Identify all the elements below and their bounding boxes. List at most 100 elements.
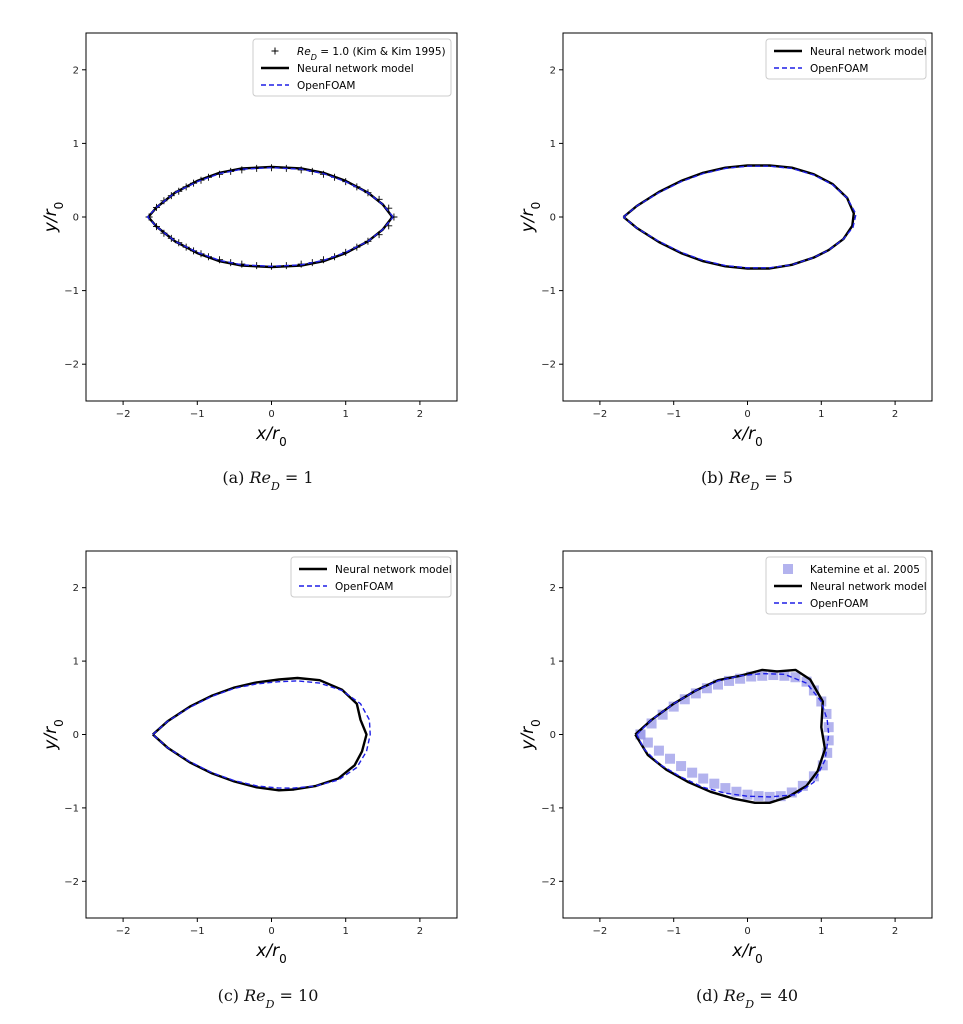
reference-point xyxy=(642,737,653,748)
reference-point xyxy=(698,773,709,784)
reference-point xyxy=(823,735,834,746)
y-tick-label: 0 xyxy=(73,730,79,741)
x-tick-label: −2 xyxy=(116,409,131,420)
y-tick-label: 2 xyxy=(73,65,79,76)
reference-point xyxy=(790,672,801,683)
reference-point xyxy=(676,761,687,772)
x-tick-label: −1 xyxy=(666,926,681,937)
y-tick-label: 2 xyxy=(550,65,556,76)
x-axis-label: x/r0 xyxy=(731,424,762,449)
y-tick-label: −1 xyxy=(64,803,79,814)
y-tick-label: 1 xyxy=(73,657,79,668)
x-axis-label: x/r0 xyxy=(255,424,286,449)
neural-network-series-line xyxy=(622,164,855,270)
x-tick-label: 1 xyxy=(343,409,349,420)
reference-point xyxy=(821,708,832,719)
plot-frame xyxy=(562,32,933,402)
reference-point xyxy=(822,747,833,758)
captions: (a) ReD = 1 (b) ReD = 5 (c) ReD = 10 (d) Re… xyxy=(218,468,798,1011)
x-tick-label: 2 xyxy=(892,926,898,937)
x-tick-label: 2 xyxy=(417,926,423,937)
y-tick-label: −1 xyxy=(541,286,556,297)
y-tick-label: −2 xyxy=(541,877,556,888)
series-group xyxy=(622,164,857,270)
subfigure-caption: (c) ReD = 10 xyxy=(218,986,319,1011)
legend-label: ReD = 1.0 (Kim & Kim 1995) xyxy=(297,46,446,62)
plot-frame xyxy=(85,550,458,919)
x-tick-label: 0 xyxy=(744,926,750,937)
x-tick-label: 1 xyxy=(818,409,824,420)
x-tick-label: 1 xyxy=(818,926,824,937)
reference-point xyxy=(775,791,786,802)
subfigure-caption: (d) ReD = 40 xyxy=(696,986,798,1011)
legend-label: Neural network model xyxy=(335,564,452,576)
neural-network-series-line xyxy=(634,668,827,804)
x-tick-label: −1 xyxy=(666,409,681,420)
reference-point xyxy=(690,688,701,699)
legend-marker-square xyxy=(783,564,793,574)
reference-point xyxy=(665,753,676,764)
reference-point xyxy=(817,760,828,771)
reference-point xyxy=(746,671,757,682)
subfigure-caption: (a) ReD = 1 xyxy=(222,468,313,493)
reference-point xyxy=(779,670,790,681)
legend-box xyxy=(765,38,927,80)
reference-point xyxy=(731,786,742,797)
reference-point xyxy=(668,701,679,712)
x-tick-label: 0 xyxy=(268,409,274,420)
x-axis-label: x/r0 xyxy=(731,941,762,966)
reference-point xyxy=(786,787,797,798)
y-tick-label: 2 xyxy=(550,583,556,594)
reference-point xyxy=(709,778,720,789)
y-axis-label: y/r0 xyxy=(518,719,543,750)
chart-panel: −2 −1 0 1 2 −2 −1 0 1 2 x/r0 y/r0 Neural network mod… xyxy=(518,32,933,449)
y-tick-label: 1 xyxy=(550,139,556,150)
reference-point xyxy=(757,670,768,681)
y-tick-label: −2 xyxy=(64,360,79,371)
y-axis-label: y/r0 xyxy=(41,202,66,233)
legend: Katemine et al. 2005 Neural network model… xyxy=(765,556,927,615)
reference-point xyxy=(801,676,812,687)
reference-point xyxy=(823,722,834,733)
series-group xyxy=(634,668,834,804)
x-tick-label: 2 xyxy=(417,409,423,420)
x-tick-label: −2 xyxy=(593,926,608,937)
legend-label: Neural network model xyxy=(810,46,927,58)
chart-panel: −2 −1 0 1 2 −2 −1 0 1 2 x/r0 y/r0 Neural network mod… xyxy=(41,550,458,966)
reference-point xyxy=(735,673,746,684)
x-tick-label: 1 xyxy=(343,926,349,937)
reference-point xyxy=(712,679,723,690)
y-tick-label: 1 xyxy=(73,139,79,150)
legend: Neural network model OpenFOAM xyxy=(765,38,927,80)
y-tick-label: −2 xyxy=(541,360,556,371)
legend-label: Neural network model xyxy=(810,581,927,593)
reference-point xyxy=(808,685,819,696)
x-axis-label: x/r0 xyxy=(255,941,286,966)
x-tick-label: −1 xyxy=(190,409,205,420)
reference-point xyxy=(724,675,735,686)
chart-panel: −2 −1 0 1 2 −2 −1 0 1 2 x/r0 y/r0 ReD = 1.0 (Kim & K… xyxy=(41,32,458,449)
x-tick-label: −2 xyxy=(116,926,131,937)
openfoam-series-line xyxy=(623,165,857,269)
legend: Neural network model OpenFOAM xyxy=(290,556,452,598)
x-tick-label: 2 xyxy=(892,409,898,420)
panels: −2 −1 0 1 2 −2 −1 0 1 2 x/r0 y/r0 ReD = 1.0 (Kim & K… xyxy=(41,32,933,966)
reference-point xyxy=(657,709,668,720)
legend-marker-plus xyxy=(271,47,279,55)
y-tick-label: −2 xyxy=(64,877,79,888)
reference-point xyxy=(635,729,646,740)
reference-point xyxy=(701,683,712,694)
legend-label: OpenFOAM xyxy=(297,80,355,92)
reference-point xyxy=(720,783,731,794)
y-tick-label: 0 xyxy=(73,213,79,224)
reference-point xyxy=(653,745,664,756)
y-axis-label: y/r0 xyxy=(41,719,66,750)
y-tick-label: −1 xyxy=(541,803,556,814)
legend-label: Neural network model xyxy=(297,63,414,75)
openfoam-series-line xyxy=(146,166,394,267)
series-group xyxy=(152,676,371,792)
y-tick-label: 0 xyxy=(550,213,556,224)
legend-box xyxy=(290,556,452,598)
legend: ReD = 1.0 (Kim & Kim 1995)Neural network… xyxy=(252,38,452,97)
